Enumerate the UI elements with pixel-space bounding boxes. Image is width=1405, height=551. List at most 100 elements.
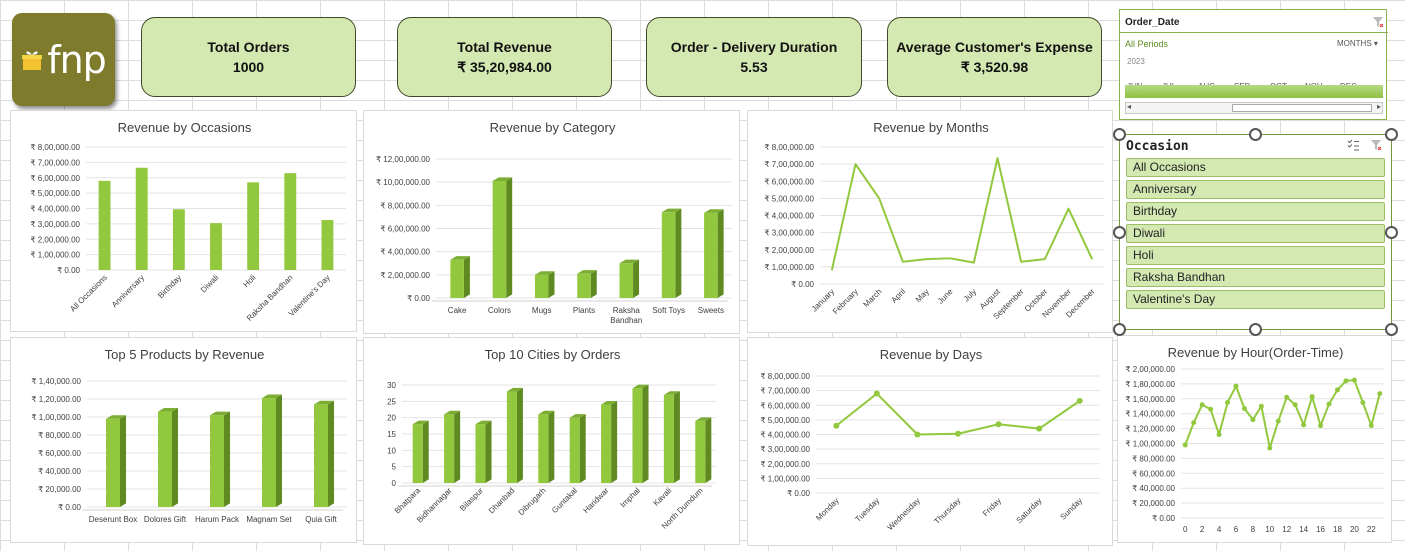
data-point: [1036, 425, 1043, 432]
bar-top: [444, 410, 461, 415]
y-tick-label: ₹ 0.00: [791, 280, 814, 289]
chart-title: Revenue by Category: [490, 120, 616, 135]
x-tick-label: Monday: [814, 496, 840, 522]
x-tick-label: April: [890, 287, 908, 305]
occasion-option[interactable]: Raksha Bandhan: [1126, 268, 1385, 287]
kpi-value: 5.53: [740, 59, 768, 75]
resize-handle[interactable]: [1385, 323, 1398, 336]
timeline-scrollbar[interactable]: ◂ ▸: [1125, 102, 1383, 114]
chart-title: Top 10 Cities by Orders: [485, 347, 621, 362]
x-tick-label: Plants: [573, 306, 595, 315]
chart-revenue-by-days: Revenue by Days ₹ 0.00 ₹ 1,00,000.00 ₹ 2,00…: [747, 337, 1113, 546]
clear-filter-icon[interactable]: [1370, 139, 1382, 151]
x-tick-label: 4: [1217, 525, 1222, 534]
kpi-value: 1000: [232, 59, 265, 75]
chart-title: Top 5 Products by Revenue: [105, 347, 265, 362]
timeline-unit-dropdown[interactable]: MONTHS ▾: [1337, 39, 1378, 48]
resize-handle[interactable]: [1249, 323, 1262, 336]
occasion-option[interactable]: Anniversary: [1126, 180, 1385, 199]
occasion-option[interactable]: Diwali: [1126, 224, 1385, 243]
scroll-left-icon[interactable]: ◂: [1127, 102, 1132, 111]
bar-side: [172, 408, 178, 507]
order-date-timeline-slicer[interactable]: Order_Date All Periods MONTHS ▾ 2023 JUN…: [1119, 9, 1388, 120]
kpi-value: ₹ 35,20,984.00: [457, 59, 552, 75]
y-tick-label: ₹ 1,80,000.00: [1125, 380, 1175, 389]
x-tick-label: 6: [1234, 525, 1239, 534]
y-tick-label: ₹ 10,00,000.00: [376, 178, 431, 187]
y-tick-label: ₹ 60,000.00: [1132, 469, 1175, 478]
occasion-slicer[interactable]: Occasion All Occasions Anniversary Birth…: [1119, 134, 1392, 330]
scroll-right-icon[interactable]: ▸: [1376, 102, 1381, 111]
kpi-value: ₹ 3,520.98: [960, 59, 1029, 75]
resize-handle[interactable]: [1385, 128, 1398, 141]
x-tick-label: Thursday: [932, 496, 962, 526]
x-tick-label: Sunday: [1059, 496, 1085, 522]
bar: [412, 424, 423, 483]
x-tick-label: Diwali: [199, 273, 221, 295]
x-tick-label: All Occasions: [68, 273, 109, 314]
kpi-label: Average Customer's Expense: [896, 39, 1093, 55]
x-tick-label: March: [861, 287, 883, 309]
resize-handle[interactable]: [1249, 128, 1262, 141]
chart-svg: Revenue by Months ₹ 0.00 ₹ 1,00,000.00 ₹ 2,…: [764, 120, 1104, 321]
bar-side: [717, 209, 724, 298]
resize-handle[interactable]: [1113, 226, 1126, 239]
occasion-option[interactable]: Holi: [1126, 246, 1385, 265]
bar-top: [262, 394, 282, 399]
chart-svg: Revenue by Days ₹ 0.00 ₹ 1,00,000.00 ₹ 2,00…: [760, 347, 1100, 532]
fnp-logo: fnp: [12, 13, 115, 106]
bar-top: [210, 411, 230, 416]
x-tick-label: Colors: [488, 306, 511, 315]
timeline-year: 2023: [1127, 57, 1145, 66]
timeline-unit-label: MONTHS: [1337, 39, 1372, 48]
bar: [534, 274, 549, 298]
bar-top: [106, 415, 126, 419]
bar: [262, 398, 276, 507]
x-tick-label: Haridwar: [582, 486, 611, 515]
x-tick-label: Cake: [448, 306, 467, 315]
x-tick-label: Raksha Bandhan: [610, 306, 642, 325]
chart-title: Revenue by Hour(Order-Time): [1168, 345, 1344, 360]
timeline-selection-bar[interactable]: [1125, 85, 1383, 98]
y-tick-label: 10: [387, 446, 396, 455]
data-point: [1284, 394, 1290, 400]
bar-side: [422, 420, 429, 483]
y-tick-label: ₹ 7,00,000.00: [30, 158, 80, 167]
gift-icon: [22, 51, 43, 70]
data-point: [1368, 423, 1374, 429]
data-point: [1326, 401, 1332, 407]
bar: [247, 182, 260, 270]
scroll-thumb[interactable]: [1232, 104, 1372, 112]
y-tick-label: ₹ 4,00,000.00: [760, 431, 810, 440]
x-tick-label: 18: [1333, 525, 1342, 534]
bar-side: [506, 177, 513, 298]
y-tick-label: ₹ 2,00,000.00: [764, 246, 814, 255]
y-tick-label: ₹ 5,00,000.00: [30, 189, 80, 198]
data-point: [955, 430, 961, 437]
chart-revenue-by-months: Revenue by Months ₹ 0.00 ₹ 1,00,000.00 ₹ 2,…: [747, 110, 1113, 333]
bar-side: [675, 208, 682, 298]
bar-side: [120, 415, 126, 507]
occasion-option[interactable]: Birthday: [1126, 202, 1385, 221]
bar-top: [475, 420, 492, 425]
y-tick-label: ₹ 0.00: [407, 294, 430, 303]
bar: [632, 388, 643, 483]
data-point: [1301, 422, 1307, 428]
bar-top: [663, 391, 680, 395]
resize-handle[interactable]: [1385, 226, 1398, 239]
clear-filter-icon[interactable]: [1372, 16, 1384, 28]
x-tick-label: Magnam Set: [246, 515, 292, 524]
y-tick-label: ₹ 3,00,000.00: [760, 445, 810, 454]
data-point: [1216, 432, 1222, 438]
resize-handle[interactable]: [1113, 128, 1126, 141]
occasion-option[interactable]: Valentine's Day: [1126, 290, 1385, 309]
bar: [314, 404, 328, 507]
multi-select-icon[interactable]: [1347, 139, 1360, 152]
y-tick-label: ₹ 0.00: [58, 503, 81, 512]
x-tick-label: Harum Pack: [195, 515, 240, 524]
y-tick-label: ₹ 4,00,000.00: [30, 205, 80, 214]
occasion-option[interactable]: All Occasions: [1126, 158, 1385, 177]
bar-side: [224, 411, 230, 507]
bar-side: [579, 414, 586, 483]
resize-handle[interactable]: [1113, 323, 1126, 336]
